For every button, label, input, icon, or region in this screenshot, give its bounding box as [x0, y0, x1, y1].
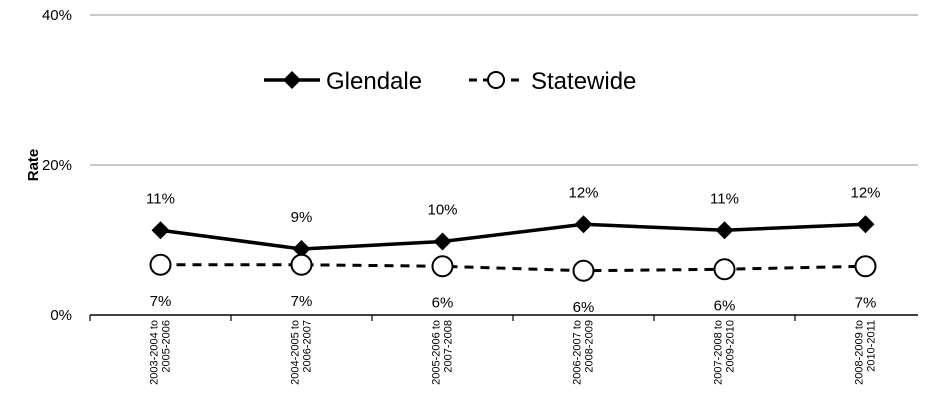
x-category-label-line: 2007-2008 to: [713, 320, 725, 385]
x-category-label-line: 2010-2011: [866, 320, 878, 372]
data-point: [856, 215, 875, 234]
x-category-label-line: 2005-2006 to: [431, 320, 443, 385]
legend-label: Statewide: [531, 68, 636, 95]
x-category-label: 2006-2007 to2008-2009: [572, 320, 596, 385]
data-point: [292, 240, 311, 258]
x-category-labels: 2003-2004 to2005-2006 2004-2005 to2006-20…: [149, 320, 878, 385]
x-category-label: 2007-2008 to2009-2010: [713, 320, 737, 385]
data-label: 6%: [432, 294, 454, 311]
svg-text:2005-2006 to2007-2008: 2005-2006 to2007-2008: [431, 320, 455, 385]
x-category-label-line: 2004-2005 to: [290, 320, 302, 385]
data-point: [431, 255, 454, 278]
data-point: [713, 258, 736, 281]
svg-text:2008-2009 to2010-2011: 2008-2009 to2010-2011: [854, 320, 878, 385]
legend-label: Glendale: [326, 68, 422, 95]
data-label: 9%: [291, 209, 313, 226]
data-label: 11%: [710, 190, 739, 207]
series-line: [160, 222, 866, 251]
legend: Glendale Statewide: [264, 68, 636, 95]
svg-text:2006-2007 to2008-2009: 2006-2007 to2008-2009: [572, 320, 596, 385]
svg-text:2004-2005 to2006-2007: 2004-2005 to2006-2007: [290, 320, 314, 385]
data-label: 7%: [150, 293, 172, 310]
x-category-label: 2008-2009 to2010-2011: [854, 320, 878, 385]
data-point: [433, 232, 452, 251]
y-axis-title: Rate: [25, 149, 42, 182]
data-label: 6%: [573, 299, 595, 316]
y-tick-label: 20%: [42, 157, 72, 174]
series-glendale: 11% 9% 10% 12% 11% 12%: [146, 184, 881, 258]
x-category-label-line: 2009-2010: [725, 320, 737, 373]
x-category-label: 2004-2005 to2006-2007: [290, 320, 314, 385]
data-label: 10%: [427, 202, 457, 219]
legend-entry-statewide: Statewide: [469, 68, 636, 95]
svg-text:2003-2004 to2005-2006: 2003-2004 to2005-2006: [149, 320, 173, 385]
x-category-label-line: 2006-2007 to: [572, 320, 584, 385]
data-point: [574, 215, 593, 234]
data-point: [149, 253, 172, 276]
gridlines: [90, 14, 918, 166]
series-statewide: 7% 7% 6% 6% 6% 7%: [149, 253, 877, 316]
svg-text:2007-2008 to2009-2010: 2007-2008 to2009-2010: [713, 320, 737, 385]
x-category-label-line: 2008-2009 to: [854, 320, 866, 385]
data-point: [572, 259, 595, 282]
y-tick-labels: 0% 20% 40%: [42, 7, 72, 324]
data-label: 12%: [850, 184, 880, 201]
x-category-label-line: 2006-2007: [302, 320, 314, 373]
x-category-label-line: 2005-2006: [161, 320, 173, 373]
data-label: 12%: [568, 184, 598, 201]
series-line: [160, 263, 866, 273]
x-category-label-line: 2003-2004 to: [149, 320, 161, 385]
axes: [89, 314, 918, 321]
data-point: [715, 221, 734, 240]
x-category-label-line: 2008-2009: [584, 320, 596, 373]
data-label: 7%: [291, 293, 313, 310]
series: 11% 9% 10% 12% 11% 12% 7% 7% 6% 6% 6% 7%: [146, 184, 880, 316]
x-category-label-line: 2007-2008: [443, 320, 455, 373]
x-category-label: 2005-2006 to2007-2008: [431, 320, 455, 385]
data-label: 7%: [855, 294, 877, 311]
data-label: 11%: [146, 190, 175, 207]
legend-swatch-marker: [487, 71, 505, 89]
legend-entry-glendale: Glendale: [264, 68, 422, 95]
x-category-label: 2003-2004 to2005-2006: [149, 320, 173, 385]
data-point: [854, 255, 877, 278]
y-tick-label: 0%: [50, 307, 72, 324]
data-point: [290, 253, 313, 276]
y-tick-label: 40%: [42, 7, 72, 24]
data-label: 6%: [714, 297, 736, 314]
legend-swatch-marker: [283, 71, 301, 89]
data-point: [151, 221, 170, 240]
